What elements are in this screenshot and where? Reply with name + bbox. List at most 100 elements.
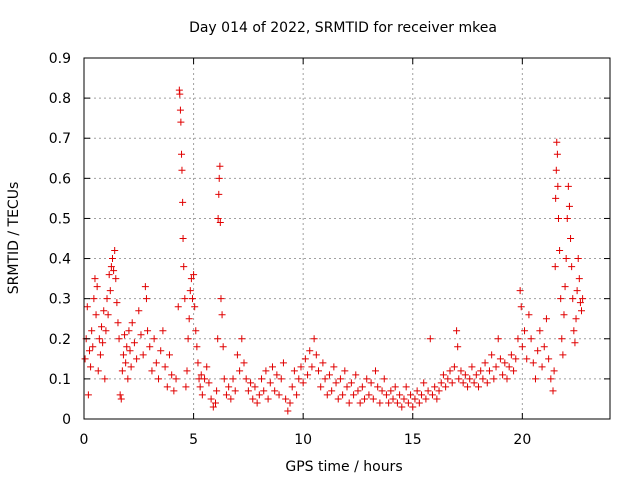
data-point <box>382 391 390 399</box>
data-point <box>547 375 555 383</box>
data-point <box>347 379 355 387</box>
data-point <box>126 347 134 355</box>
data-point <box>125 327 133 335</box>
data-point <box>214 214 222 222</box>
y-tick-label: 0.6 <box>49 171 71 187</box>
data-point <box>216 162 224 170</box>
data-point <box>431 383 439 391</box>
data-point <box>422 395 430 403</box>
data-point <box>179 198 187 206</box>
data-point <box>225 383 233 391</box>
data-point <box>551 263 559 271</box>
data-point <box>251 383 259 391</box>
data-point <box>118 367 126 375</box>
data-point <box>564 182 572 190</box>
data-point <box>442 383 450 391</box>
data-point <box>191 303 199 311</box>
data-point <box>561 283 569 291</box>
data-point <box>428 391 436 399</box>
data-point <box>201 375 209 383</box>
data-point <box>402 383 410 391</box>
data-point <box>569 295 577 303</box>
data-point <box>485 367 493 375</box>
data-point <box>148 367 156 375</box>
data-point <box>299 379 307 387</box>
data-point <box>93 283 101 291</box>
data-point <box>110 267 118 275</box>
data-point <box>538 363 546 371</box>
data-point <box>334 395 342 403</box>
data-point <box>190 271 198 279</box>
data-point <box>198 391 206 399</box>
data-point <box>578 307 586 315</box>
data-point <box>176 90 184 98</box>
data-point <box>488 351 496 359</box>
data-point <box>183 367 191 375</box>
data-point <box>496 355 504 363</box>
data-point <box>575 275 583 283</box>
data-point <box>180 263 188 271</box>
data-point <box>413 387 421 395</box>
data-point <box>312 351 320 359</box>
data-point <box>209 403 217 411</box>
data-point <box>562 255 570 263</box>
data-point <box>249 395 257 403</box>
data-point <box>187 275 195 283</box>
data-point <box>90 295 98 303</box>
data-point <box>255 391 263 399</box>
data-point <box>378 387 386 395</box>
data-point <box>523 355 531 363</box>
y-tick-label: 0 <box>62 412 71 428</box>
data-point <box>361 395 369 403</box>
x-tick-label: 15 <box>404 432 422 448</box>
data-point <box>328 387 336 395</box>
x-axis-label: GPS time / hours <box>285 459 402 475</box>
data-point <box>122 359 130 367</box>
axis-ticks <box>83 57 610 420</box>
data-point <box>297 363 305 371</box>
data-point <box>319 359 327 367</box>
data-point <box>470 379 478 387</box>
data-point <box>258 375 266 383</box>
data-point <box>264 395 272 403</box>
data-point <box>400 395 408 403</box>
data-point <box>114 319 122 327</box>
data-point <box>570 327 578 335</box>
data-point <box>521 327 529 335</box>
data-point <box>450 363 458 371</box>
data-point <box>306 347 314 355</box>
data-point <box>186 287 194 295</box>
data-point <box>531 375 539 383</box>
data-point <box>358 383 366 391</box>
data-point <box>121 331 129 339</box>
data-point <box>231 387 239 395</box>
data-point <box>193 343 201 351</box>
data-point <box>142 295 150 303</box>
data-point <box>572 315 580 323</box>
data-point <box>376 399 384 407</box>
data-point <box>554 182 562 190</box>
data-point <box>464 383 472 391</box>
data-point <box>573 287 581 295</box>
data-point <box>216 218 224 226</box>
y-tick-label: 0.9 <box>49 51 71 67</box>
data-point <box>107 263 115 271</box>
data-point <box>213 387 221 395</box>
data-point <box>365 391 373 399</box>
data-point <box>516 287 524 295</box>
data-point <box>227 395 235 403</box>
data-point <box>424 387 432 395</box>
data-point <box>446 367 454 375</box>
data-point <box>420 379 428 387</box>
data-point <box>435 387 443 395</box>
data-point <box>197 371 205 379</box>
data-point <box>552 166 560 174</box>
data-point <box>385 399 393 407</box>
data-point <box>518 343 526 351</box>
data-point <box>466 375 474 383</box>
x-tick-label: 5 <box>189 432 198 448</box>
data-point <box>510 367 518 375</box>
data-point <box>124 375 132 383</box>
x-tick-label: 10 <box>294 432 312 448</box>
